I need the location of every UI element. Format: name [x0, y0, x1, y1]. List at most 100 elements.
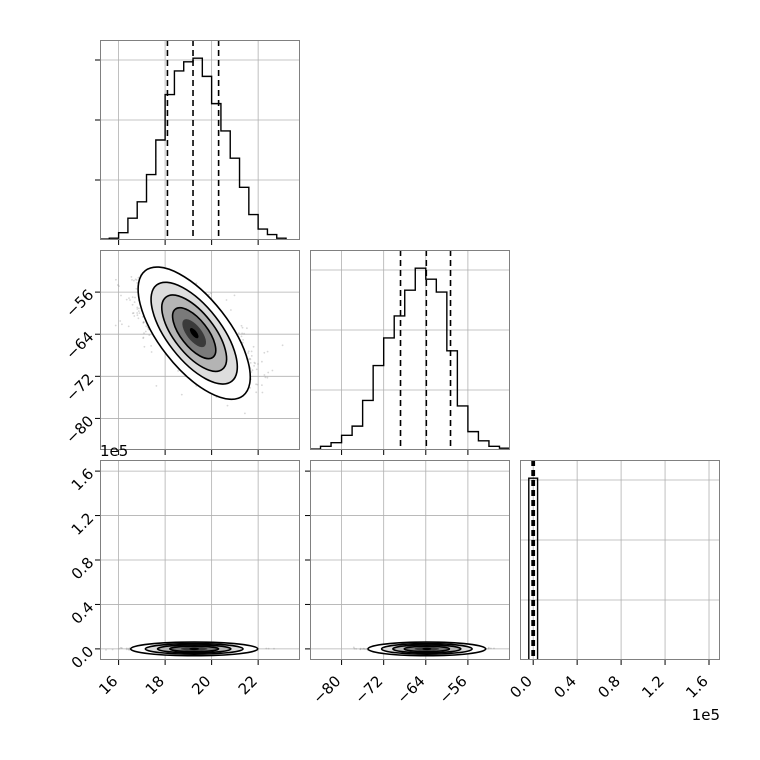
density-contour: [156, 644, 232, 654]
sample-point: [131, 303, 134, 306]
sample-point: [255, 383, 257, 386]
sample-point: [144, 330, 147, 333]
sample-point: [128, 647, 131, 650]
sample-point: [226, 404, 229, 407]
sample-point: [177, 370, 180, 372]
sample-point: [138, 307, 140, 310]
histogram-bars: [310, 267, 510, 450]
sample-point: [361, 648, 364, 650]
sample-point: [362, 647, 365, 650]
sample-point: [142, 321, 145, 323]
sample-point: [131, 296, 134, 298]
sample-point: [233, 294, 236, 297]
density-contour: [392, 644, 462, 654]
x-tick-label: 0.8: [594, 672, 624, 702]
sample-point: [142, 321, 145, 324]
sample-point: [237, 332, 240, 334]
sample-point: [134, 278, 137, 281]
sample-point: [129, 299, 131, 301]
y-tick-label: −80: [62, 412, 97, 447]
sample-point: [131, 279, 133, 281]
sample-point: [148, 334, 151, 336]
sample-point: [241, 332, 244, 335]
sample-point: [359, 648, 362, 651]
sample-point: [247, 352, 250, 354]
axes-frame: [310, 250, 510, 450]
sample-point: [250, 355, 253, 357]
density-contour: [137, 266, 252, 401]
sample-point: [266, 376, 269, 379]
axes-frame: [100, 460, 300, 660]
sample-point: [265, 647, 268, 650]
sample-point: [114, 324, 117, 327]
sample-point: [128, 297, 130, 299]
sample-point: [230, 309, 232, 311]
y-tick-label: −56: [62, 286, 97, 321]
sample-point: [254, 362, 256, 365]
sample-point: [127, 648, 130, 651]
sample-point: [281, 344, 284, 347]
sample-point: [263, 351, 266, 354]
sample-point: [137, 310, 140, 312]
sample-point: [142, 322, 145, 324]
x-tick-label: −56: [436, 672, 471, 707]
sample-point: [118, 647, 120, 650]
sample-point: [249, 362, 252, 364]
sample-point: [131, 312, 134, 315]
sample-point: [120, 294, 122, 297]
y-tick-label: −64: [62, 328, 97, 363]
sample-point: [111, 648, 114, 651]
x-tick-label: 1.6: [682, 672, 712, 702]
y-tick-label: 1.2: [68, 509, 98, 539]
sample-point: [267, 647, 270, 650]
sample-point: [363, 648, 365, 650]
axes-frame: [520, 460, 720, 660]
sample-point: [252, 345, 255, 348]
x-tick-label: −80: [309, 672, 344, 707]
density-contour: [171, 306, 217, 360]
x-offset-label: 1e5: [692, 706, 720, 724]
sample-point: [137, 317, 140, 320]
axes-frame: [100, 250, 300, 450]
y-tick-label: 1.6: [68, 465, 98, 495]
x-tick-label: 18: [142, 672, 168, 698]
sample-point: [116, 284, 119, 286]
sample-point: [133, 301, 136, 303]
sample-point: [266, 350, 269, 353]
y-tick-label: 0.4: [68, 598, 98, 628]
histogram-bars: [528, 477, 539, 660]
hist-panel-2: [310, 250, 510, 455]
x-tick-label: −72: [351, 672, 386, 707]
sample-point: [121, 647, 123, 649]
sample-point: [241, 341, 244, 344]
x-tick-label: 1.2: [638, 672, 668, 702]
density-contour: [367, 641, 487, 657]
sample-point: [487, 647, 490, 650]
density-contour: [150, 281, 239, 385]
sample-point: [364, 648, 366, 651]
sample-point: [261, 360, 263, 363]
axes-frame: [100, 40, 300, 240]
sample-point: [255, 391, 258, 394]
sample-point: [273, 647, 275, 650]
sample-point: [208, 293, 210, 296]
sample-point: [195, 282, 198, 285]
sample-point: [115, 278, 117, 281]
hist-panel-3: 0.0 0.4 0.8 1.2 1.6: [506, 460, 720, 702]
scatter-panel-3-plot-area: [310, 460, 510, 660]
scatter-panel-1-plot-area: [100, 250, 300, 450]
sample-point: [263, 374, 266, 376]
axes-frame: [310, 460, 510, 660]
sample-point: [125, 648, 128, 651]
sample-point: [210, 292, 212, 295]
sample-point: [359, 647, 362, 650]
x-tick-label: 20: [188, 672, 214, 698]
hist-panel-1: [95, 40, 300, 245]
sample-point: [119, 646, 122, 649]
sample-point: [135, 287, 138, 290]
sample-point: [125, 647, 128, 650]
sample-point: [127, 325, 130, 328]
sample-point: [261, 384, 263, 386]
sample-point: [240, 335, 243, 338]
